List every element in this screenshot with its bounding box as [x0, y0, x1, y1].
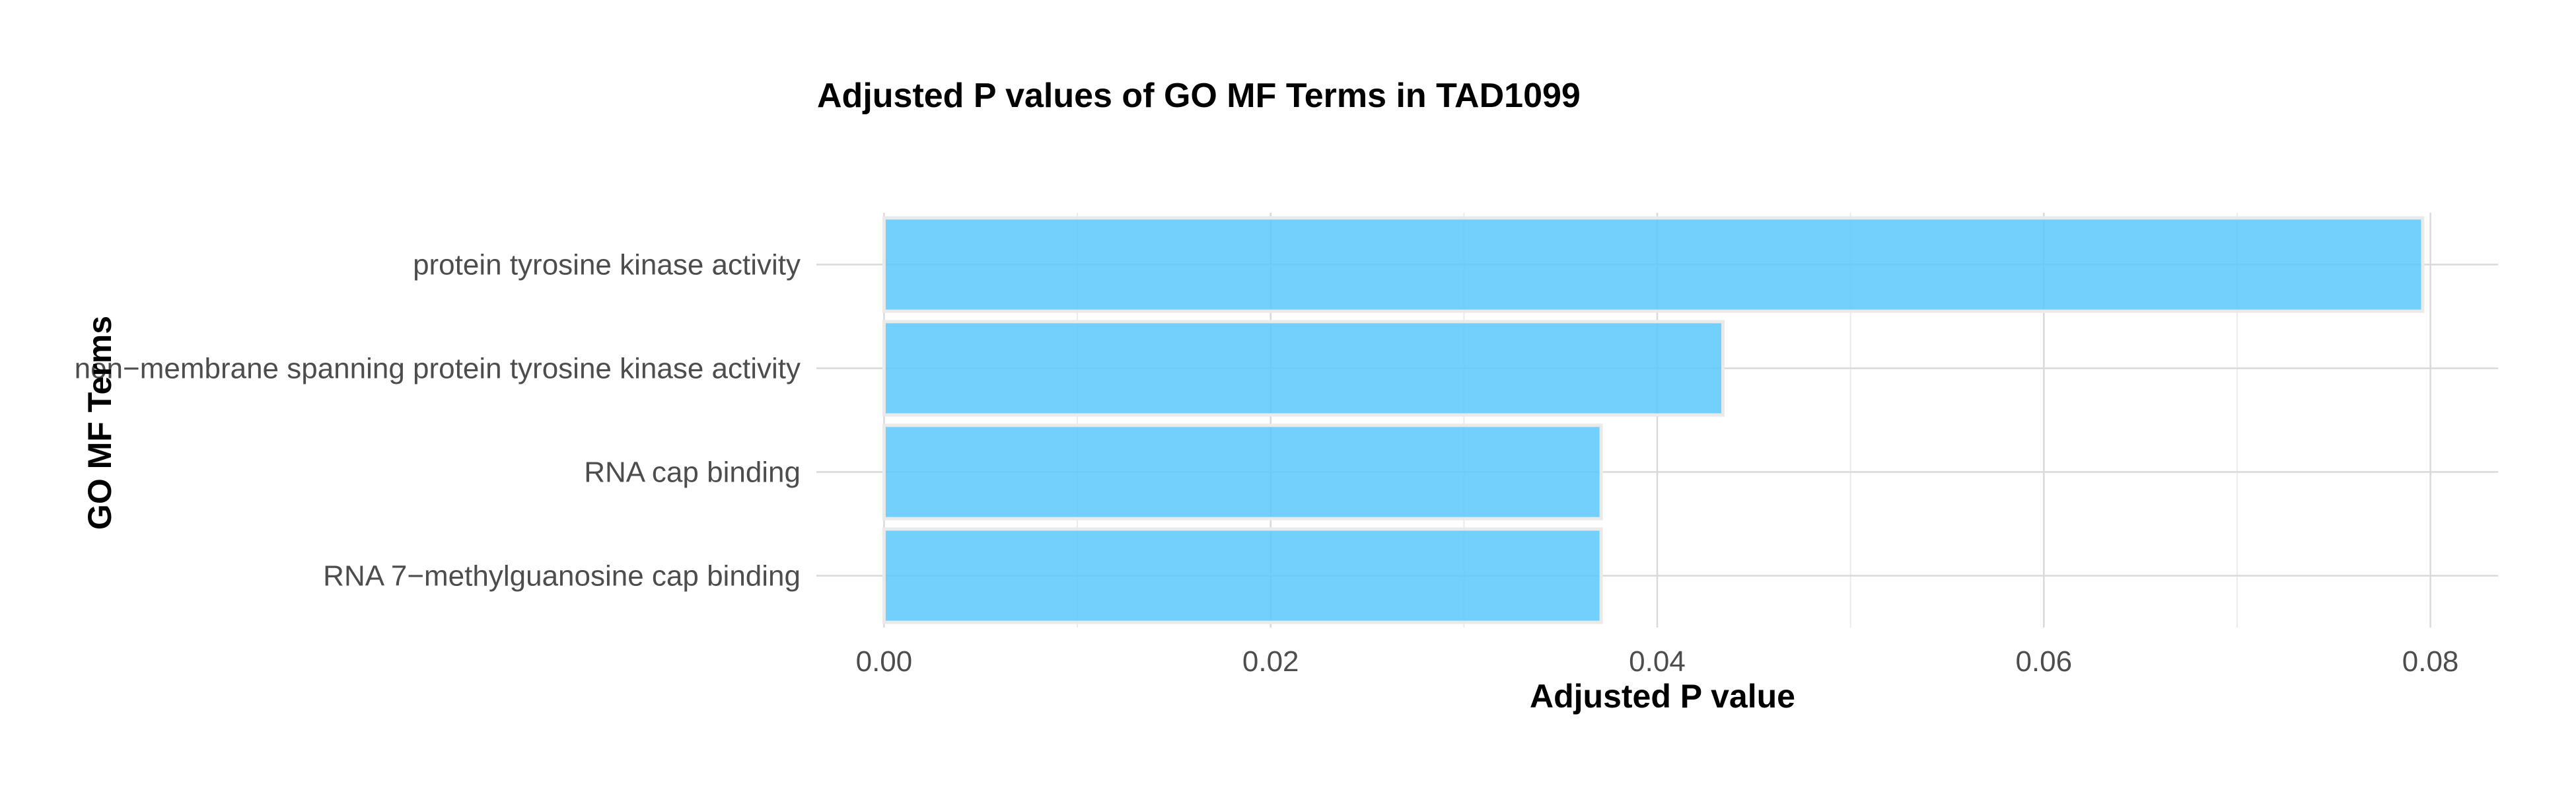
x-tick-label: 0.08 [2402, 645, 2459, 678]
bar [882, 423, 1603, 521]
y-tick-label: protein tyrosine kinase activity [413, 249, 801, 281]
x-tick-label: 0.06 [2015, 645, 2072, 678]
bar [882, 320, 1725, 417]
y-tick-label: non−membrane spanning protein tyrosine k… [75, 353, 801, 385]
y-tick-labels: protein tyrosine kinase activity non−memb… [75, 249, 801, 593]
x-tick-labels: 0.00 0.02 0.04 0.06 0.08 [856, 645, 2459, 678]
bar [882, 527, 1603, 624]
chart-title: Adjusted P values of GO MF Terms in TAD1… [817, 77, 1581, 115]
x-axis-title: Adjusted P value [1530, 678, 1795, 715]
y-tick-label: RNA cap binding [584, 456, 801, 489]
y-tick-label: RNA 7−methylguanosine cap binding [323, 560, 801, 593]
x-tick-label: 0.02 [1242, 645, 1299, 678]
y-axis-title: GO MF Terms [81, 316, 118, 530]
x-tick-label: 0.04 [1629, 645, 1686, 678]
bar [882, 216, 2425, 313]
bars [882, 216, 2425, 624]
x-tick-label: 0.00 [856, 645, 913, 678]
